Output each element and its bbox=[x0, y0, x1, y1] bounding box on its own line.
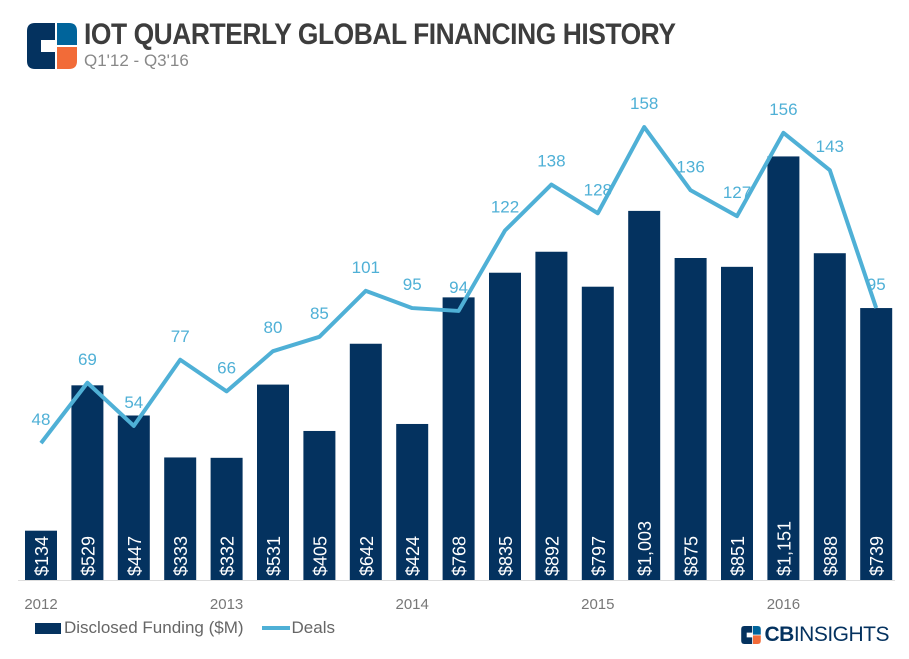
x-tick-label: 2016 bbox=[767, 596, 800, 613]
deals-label: 136 bbox=[676, 157, 704, 176]
deals-label: 122 bbox=[491, 197, 519, 216]
deals-label: 48 bbox=[32, 410, 51, 429]
legend-swatch-deals bbox=[261, 626, 290, 630]
bar bbox=[674, 258, 707, 580]
deals-label: 127 bbox=[723, 183, 751, 202]
bar bbox=[117, 415, 150, 580]
bar bbox=[396, 423, 429, 580]
bar-label: $768 bbox=[450, 536, 470, 576]
bar-label: $134 bbox=[32, 536, 52, 576]
bar bbox=[349, 343, 382, 580]
bar-label: $835 bbox=[496, 536, 516, 576]
deals-label: 80 bbox=[264, 318, 283, 337]
bar bbox=[489, 272, 521, 580]
bar-label: $1,003 bbox=[635, 521, 655, 576]
bar bbox=[535, 251, 568, 580]
cbinsights-logo: CB INSIGHTS bbox=[741, 623, 890, 647]
bar-label: $1,151 bbox=[774, 521, 794, 576]
deals-label: 138 bbox=[537, 152, 565, 171]
x-tick-label: 2015 bbox=[581, 596, 614, 613]
bar-label: $797 bbox=[589, 536, 609, 576]
bar-label: $332 bbox=[218, 536, 238, 576]
deals-label: 66 bbox=[217, 358, 236, 377]
deals-label: 95 bbox=[403, 275, 422, 294]
bar bbox=[25, 530, 57, 580]
deals-label: 69 bbox=[78, 350, 97, 369]
bar-label: $447 bbox=[125, 536, 145, 576]
deals-label: 128 bbox=[584, 180, 612, 199]
bar bbox=[860, 308, 893, 580]
deals-label: 54 bbox=[124, 393, 143, 412]
x-tick-label: 2012 bbox=[24, 596, 57, 613]
chart-title: IOT QUARTERLY GLOBAL FINANCING HISTORY bbox=[84, 18, 676, 51]
deals-label: 95 bbox=[867, 275, 886, 294]
logo-icon bbox=[27, 23, 77, 69]
bar-label: $333 bbox=[171, 536, 191, 576]
bar bbox=[71, 385, 104, 580]
bar-label: $851 bbox=[728, 536, 748, 576]
deals-label: 156 bbox=[769, 100, 797, 119]
bar-label: $405 bbox=[310, 536, 330, 576]
legend-label-deals: Deals bbox=[291, 618, 335, 637]
legend: Disclosed Funding ($M) Deals bbox=[35, 618, 335, 638]
bar bbox=[442, 297, 475, 580]
bar bbox=[581, 286, 614, 580]
legend-swatch-funding bbox=[35, 622, 61, 634]
legend-label-funding: Disclosed Funding ($M) bbox=[64, 618, 244, 637]
bar bbox=[164, 457, 197, 580]
deals-label: 143 bbox=[816, 137, 844, 156]
deals-label: 101 bbox=[352, 258, 380, 277]
deals-label: 77 bbox=[171, 327, 190, 346]
bar bbox=[257, 384, 289, 580]
bar-label: $892 bbox=[542, 536, 562, 576]
deals-line bbox=[39, 125, 879, 445]
bar-label: $875 bbox=[682, 536, 702, 576]
bar-label: $642 bbox=[357, 536, 377, 576]
deals-label: 85 bbox=[310, 304, 329, 323]
bar-label: $424 bbox=[403, 536, 423, 576]
bar bbox=[767, 156, 800, 580]
bar-label: $531 bbox=[264, 536, 284, 576]
bar bbox=[721, 266, 753, 580]
bar bbox=[303, 430, 336, 580]
x-tick-label: 2013 bbox=[210, 596, 243, 613]
bar-label: $888 bbox=[821, 536, 841, 576]
bar-label: $529 bbox=[78, 536, 98, 576]
deals-label: 94 bbox=[449, 278, 468, 297]
deals-label: 158 bbox=[630, 94, 658, 113]
bar bbox=[210, 457, 243, 580]
chart-subtitle: Q1'12 - Q3'16 bbox=[84, 51, 189, 70]
bar-label: $739 bbox=[867, 536, 887, 576]
bar bbox=[628, 210, 661, 580]
x-tick-label: 2014 bbox=[396, 596, 429, 613]
bar bbox=[813, 253, 846, 580]
